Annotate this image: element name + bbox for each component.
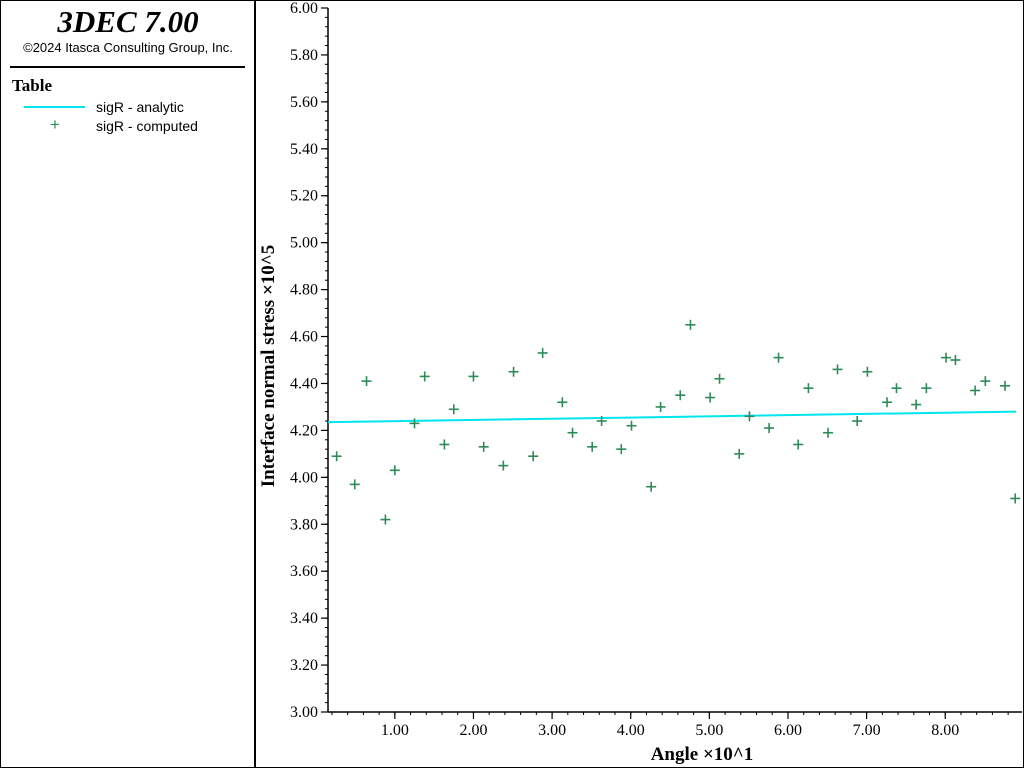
chart-area: 3.00 3.20 3.40 3.60 3.80 4.00 4.20 4.40 4.60 4.80… — [258, 0, 1022, 765]
computed-data-point — [626, 420, 637, 431]
y-tick-label: 5.40 — [290, 141, 318, 158]
computed-data-point — [823, 427, 834, 438]
computed-data-point — [498, 460, 509, 471]
x-tick-label: 2.00 — [459, 722, 487, 739]
computed-data-point — [950, 355, 961, 365]
copyright-text: ©2024 Itasca Consulting Group, Inc. — [23, 40, 233, 55]
x-tick-label: 8.00 — [931, 722, 959, 739]
computed-data-point — [773, 352, 784, 363]
computed-data-point — [1010, 493, 1021, 504]
computed-data-point — [852, 416, 863, 427]
computed-data-point — [999, 380, 1010, 391]
y-tick-label: 3.40 — [290, 610, 318, 627]
computed-data-point — [655, 401, 666, 412]
computed-data-point — [596, 416, 607, 427]
computed-data-point — [528, 451, 539, 462]
y-axis-label: Interface normal stress ×10^5 — [258, 245, 279, 488]
computed-data-point — [587, 441, 598, 452]
y-tick-label: 5.00 — [290, 235, 318, 252]
computed-data-point — [448, 404, 459, 415]
computed-data-point — [567, 427, 578, 438]
plus-marker-icon: + — [50, 115, 60, 134]
computed-data-point — [705, 392, 716, 403]
computed-data-point — [439, 439, 450, 450]
computed-data-point — [508, 366, 519, 377]
y-tick-label: 3.20 — [290, 657, 318, 674]
analytic-series-line — [327, 410, 1017, 424]
x-tick-label: 4.00 — [617, 722, 645, 739]
computed-data-point — [891, 383, 902, 394]
y-tick-label: 4.40 — [290, 375, 318, 392]
computed-data-point — [478, 441, 489, 452]
legend-title: Table — [12, 76, 53, 95]
legend-label-computed: sigR - computed — [96, 118, 198, 134]
computed-data-point — [832, 364, 843, 375]
computed-data-point — [349, 479, 360, 490]
x-tick-label: 7.00 — [853, 722, 881, 739]
computed-data-point — [409, 418, 420, 429]
series-layer — [327, 319, 1021, 525]
x-tick-label: 3.00 — [538, 722, 566, 739]
y-tick-label: 3.80 — [290, 516, 318, 533]
computed-data-point — [803, 383, 814, 394]
y-tick-label: 5.60 — [290, 94, 318, 111]
x-tick-label: 5.00 — [695, 722, 723, 739]
y-tick-label: 6.00 — [290, 0, 318, 17]
computed-data-point — [468, 371, 479, 382]
x-axis-label: Angle ×10^1 — [651, 744, 754, 765]
legend-panel: 3DEC 7.00 ©2024 Itasca Consulting Group,… — [0, 0, 256, 768]
computed-data-point — [419, 371, 430, 382]
computed-data-point — [764, 423, 775, 434]
title-divider — [10, 66, 245, 68]
computed-data-point — [793, 439, 804, 450]
computed-data-point — [911, 399, 922, 410]
app-title: 3DEC 7.00 — [57, 4, 199, 39]
computed-data-point — [675, 390, 686, 401]
y-tick-label: 5.80 — [290, 47, 318, 64]
computed-data-point — [734, 448, 745, 459]
y-tick-label: 3.00 — [290, 704, 318, 721]
legend-line-swatch — [24, 106, 85, 108]
computed-data-point — [685, 319, 696, 330]
computed-data-point — [557, 397, 568, 408]
computed-data-point — [882, 397, 893, 408]
legend-label-analytic: sigR - analytic — [96, 99, 184, 115]
computed-data-point — [646, 481, 657, 492]
x-tick-label: 6.00 — [774, 722, 802, 739]
computed-data-point — [537, 347, 548, 358]
computed-data-point — [744, 411, 755, 422]
computed-data-point — [389, 465, 400, 476]
y-tick-label: 3.60 — [290, 563, 318, 580]
computed-data-point — [361, 376, 372, 387]
computed-data-point — [921, 383, 932, 394]
computed-data-point — [714, 373, 725, 384]
y-tick-label: 4.60 — [290, 329, 318, 346]
computed-data-point — [616, 444, 627, 455]
y-tick-label: 5.20 — [290, 188, 318, 205]
y-tick-label: 4.80 — [290, 282, 318, 299]
computed-data-point — [941, 352, 952, 363]
x-tick-label: 1.00 — [381, 722, 409, 739]
chart-axes — [327, 8, 1022, 713]
computed-data-point — [331, 451, 342, 462]
y-tick-label: 4.00 — [290, 469, 318, 486]
computed-data-point — [980, 376, 991, 387]
tick-layer: 3.00 3.20 3.40 3.60 3.80 4.00 4.20 4.40 4.60 4.80… — [290, 0, 1009, 739]
y-tick-label: 4.20 — [290, 422, 318, 439]
computed-data-point — [380, 514, 391, 525]
computed-data-point — [970, 385, 981, 396]
computed-data-point — [862, 366, 873, 377]
